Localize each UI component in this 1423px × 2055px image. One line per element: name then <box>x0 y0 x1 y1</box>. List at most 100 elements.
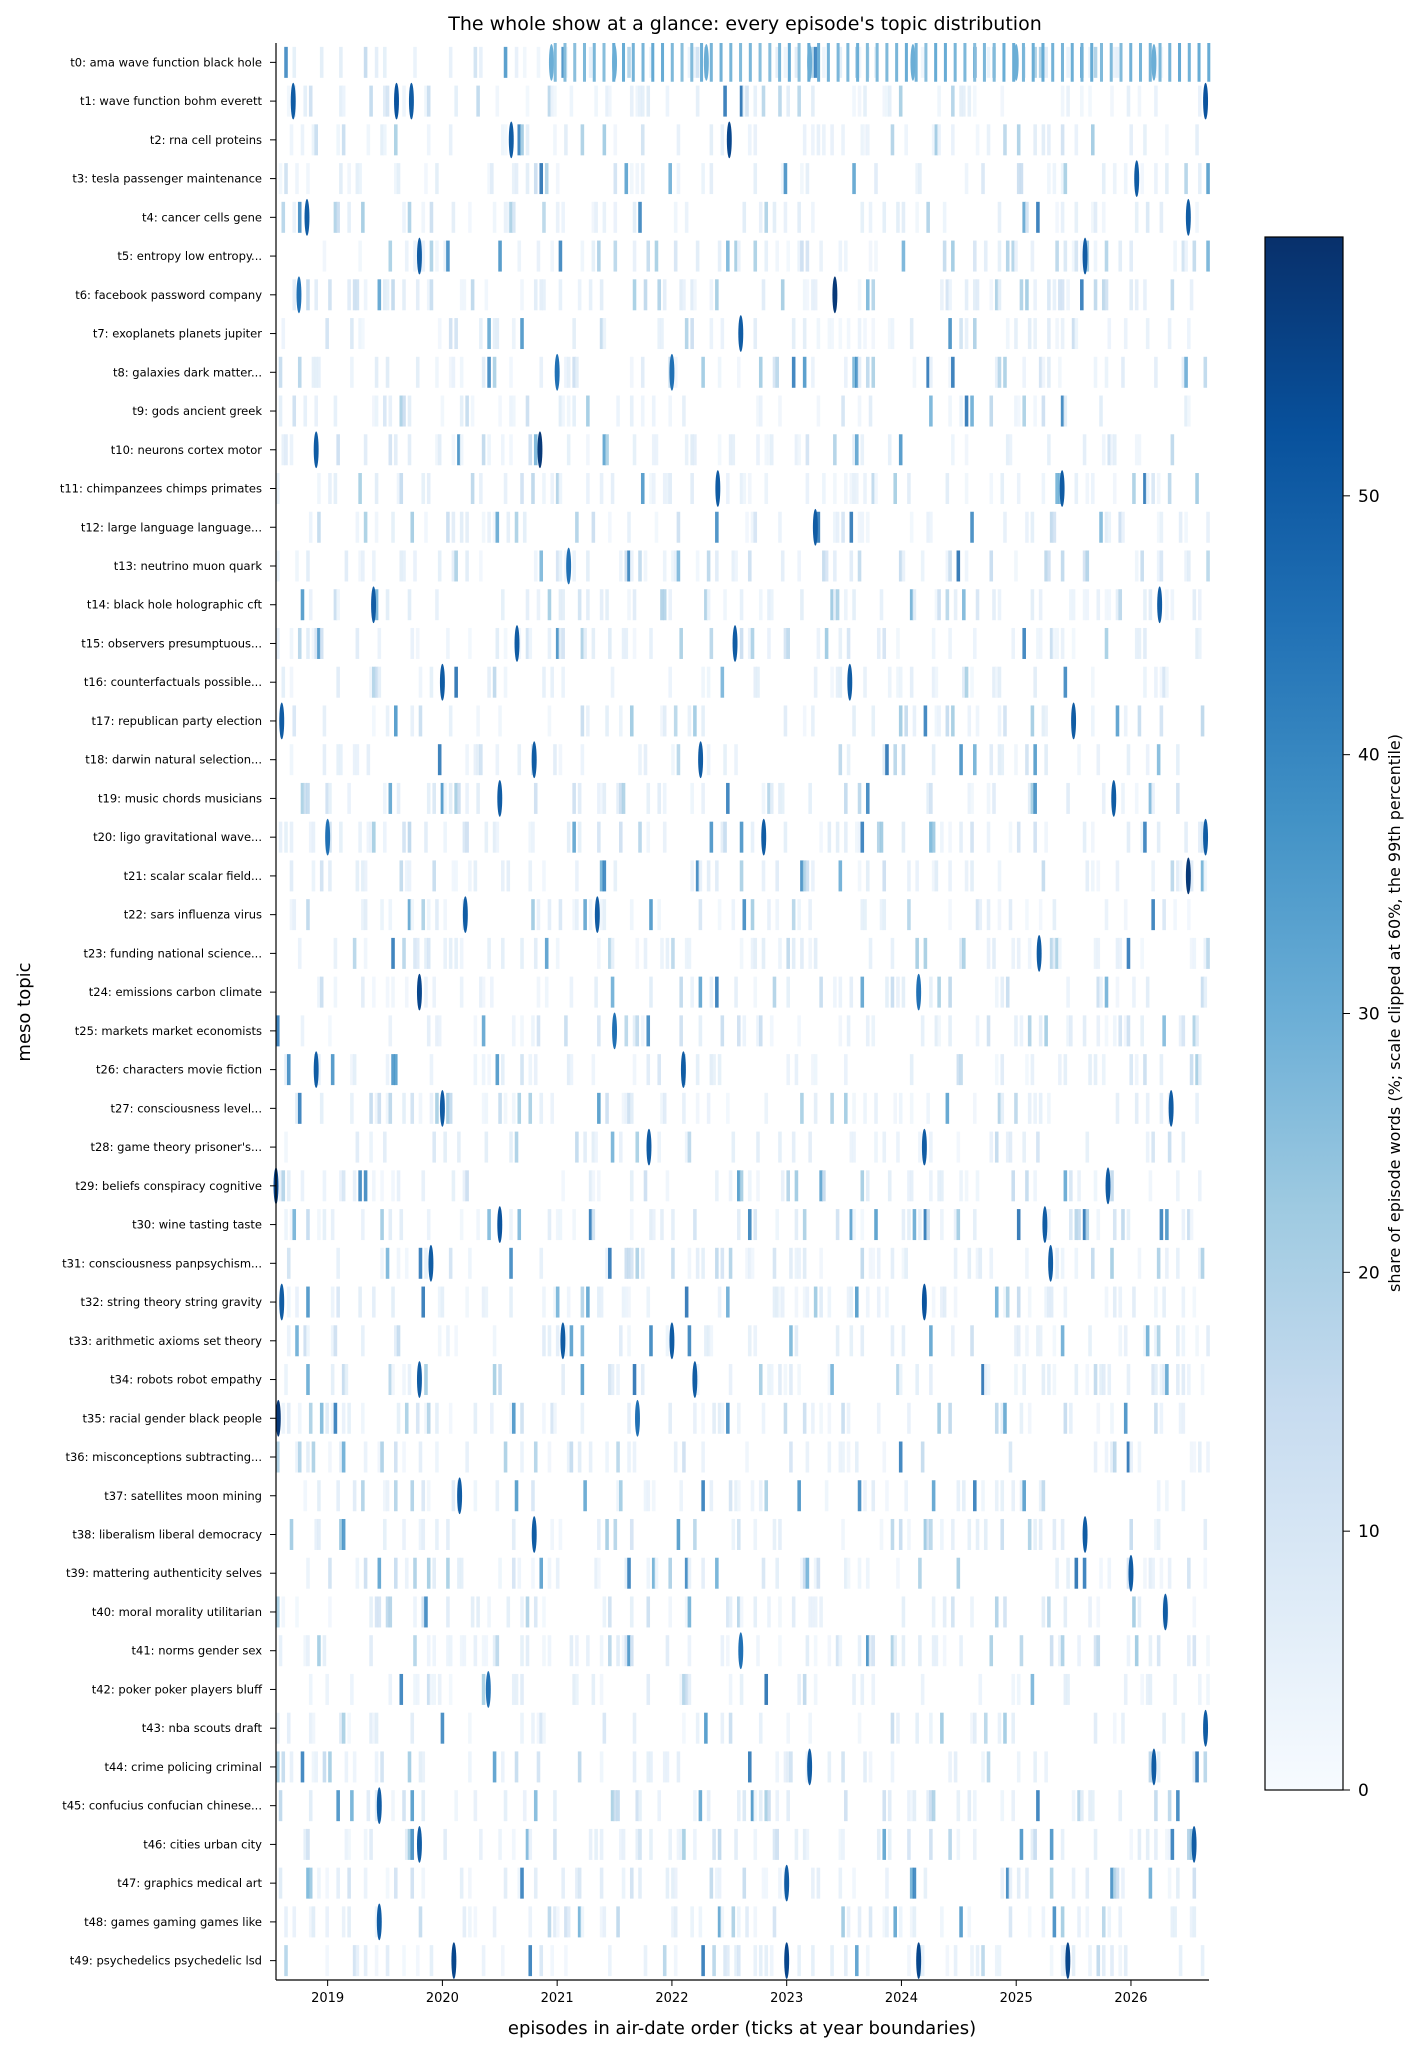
heatmap-cell <box>1011 937 1015 969</box>
heatmap-cell <box>874 1209 878 1241</box>
heatmap-cell <box>1112 1712 1117 1744</box>
heatmap-cell <box>1176 1364 1180 1396</box>
heatmap-cell <box>835 1325 840 1357</box>
heatmap-cell <box>311 356 316 388</box>
heatmap-cell <box>863 124 867 156</box>
heatmap-cell <box>629 550 634 582</box>
heatmap-cell <box>407 1751 412 1783</box>
heatmap-cell <box>679 1673 683 1705</box>
heatmap-cell <box>819 1596 823 1628</box>
heatmap-cell <box>780 163 785 195</box>
heatmap-cell <box>1195 473 1199 504</box>
heatmap-cell <box>937 1015 941 1047</box>
heatmap-cell <box>1167 318 1172 350</box>
heatmap-cell <box>421 1480 426 1512</box>
heatmap-cell <box>994 666 999 698</box>
heatmap-cell <box>838 627 843 659</box>
heatmap-cell <box>698 1790 703 1822</box>
heatmap-cell <box>1069 1209 1073 1241</box>
heatmap-cell <box>731 1906 736 1938</box>
heatmap-cell <box>396 782 401 814</box>
heatmap-cell <box>682 279 686 311</box>
heatmap-cell <box>970 1945 974 1977</box>
heatmap-cell <box>383 821 387 853</box>
heatmap-cell <box>520 1441 524 1473</box>
heatmap-cell <box>597 1015 601 1047</box>
heatmap-cell <box>525 395 530 427</box>
heatmap-cell <box>330 1364 335 1396</box>
heatmap-peak <box>1185 198 1191 236</box>
heatmap-cell <box>1118 937 1123 969</box>
heatmap-cell <box>429 279 434 311</box>
heatmap-cell <box>308 1712 313 1744</box>
heatmap-cell <box>484 279 489 311</box>
heatmap-cell <box>1148 43 1152 82</box>
heatmap-cell <box>657 1790 661 1822</box>
heatmap-cell <box>701 163 705 195</box>
heatmap-cell <box>701 1557 705 1589</box>
heatmap-cell <box>339 85 343 117</box>
heatmap-cell <box>931 1480 936 1512</box>
heatmap-cell <box>1047 318 1051 350</box>
heatmap-cell <box>539 1712 544 1744</box>
heatmap-cell <box>706 589 711 621</box>
heatmap-cell <box>673 240 678 272</box>
heatmap-cell <box>1033 1518 1037 1550</box>
heatmap-cell <box>1118 1015 1123 1047</box>
heatmap-cell <box>468 1247 472 1279</box>
heatmap-cell <box>896 976 900 1008</box>
y-tick-label: t7: exoplanets planets jupiter <box>93 327 262 341</box>
heatmap-cell <box>292 705 297 737</box>
heatmap-cell <box>1069 1170 1073 1202</box>
heatmap-cell <box>399 473 404 504</box>
heatmap-cell <box>558 279 563 311</box>
heatmap-cell <box>835 666 840 698</box>
heatmap-cell <box>739 43 743 82</box>
heatmap-cell <box>739 860 744 892</box>
heatmap-cell <box>1091 473 1095 504</box>
heatmap-cell <box>344 550 349 582</box>
heatmap-cell <box>964 473 969 504</box>
heatmap-cell <box>882 1790 887 1822</box>
heatmap-cell <box>498 395 502 427</box>
heatmap-cell <box>876 1247 881 1279</box>
heatmap-cell <box>391 511 395 543</box>
heatmap-cell <box>506 1596 511 1628</box>
heatmap-cell <box>841 395 845 427</box>
heatmap-cell <box>1167 1557 1172 1589</box>
heatmap-cell <box>764 201 769 233</box>
heatmap-cell <box>844 821 848 853</box>
heatmap-cell <box>492 318 497 350</box>
heatmap-cell <box>484 1635 489 1667</box>
heatmap-cell <box>940 1209 944 1241</box>
heatmap-cell <box>533 1867 538 1899</box>
heatmap-cell <box>1109 43 1113 82</box>
heatmap-cell <box>756 395 760 427</box>
heatmap-cell <box>446 240 450 272</box>
heatmap-cell <box>613 1518 618 1550</box>
heatmap-cell <box>605 1247 609 1279</box>
heatmap-cell <box>1162 1015 1166 1047</box>
heatmap-cell <box>1049 1867 1054 1899</box>
heatmap-cell <box>547 1441 552 1473</box>
heatmap-cell <box>511 1828 516 1860</box>
heatmap-cell <box>352 1751 357 1783</box>
heatmap-cell <box>720 1247 725 1279</box>
heatmap-cell <box>536 899 541 931</box>
heatmap-cell <box>753 511 758 543</box>
heatmap-cell <box>509 1286 513 1318</box>
heatmap-cell <box>951 1596 955 1628</box>
heatmap-cell <box>1162 1286 1166 1318</box>
heatmap-cell <box>517 1209 522 1241</box>
heatmap-cell <box>352 937 357 969</box>
heatmap-cell <box>284 434 288 466</box>
heatmap-cell <box>415 1945 420 1977</box>
heatmap-cell <box>276 1596 280 1628</box>
heatmap-cell <box>1047 1286 1051 1318</box>
heatmap-cell <box>1176 860 1180 892</box>
heatmap-cell <box>608 1635 612 1667</box>
heatmap-cell <box>640 1015 645 1047</box>
heatmap-cell <box>566 1286 571 1318</box>
heatmap-cell <box>407 589 412 621</box>
heatmap-cell <box>1123 1325 1128 1357</box>
